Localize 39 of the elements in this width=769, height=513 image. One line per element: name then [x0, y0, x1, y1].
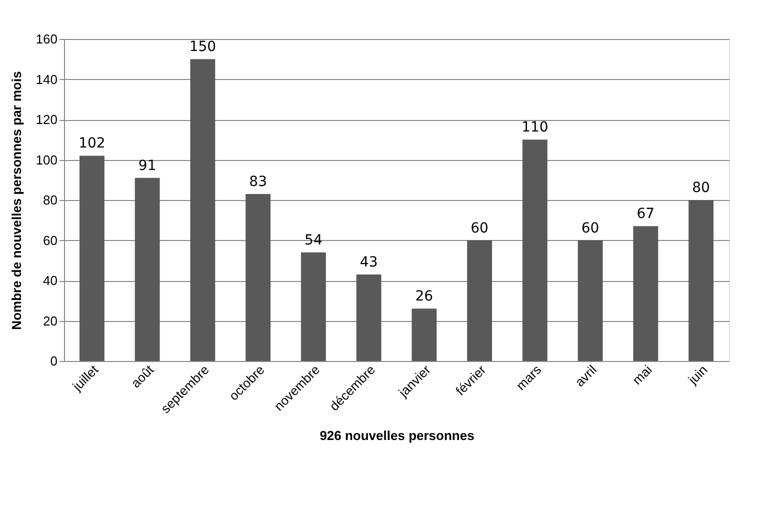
data-label: 110 [522, 120, 548, 136]
data-label: 26 [415, 288, 434, 305]
data-label: 91 [138, 158, 156, 174]
bar [578, 240, 603, 361]
y-tick-label: 80 [43, 192, 58, 208]
bar [246, 194, 271, 361]
y-tick-label: 100 [36, 152, 58, 168]
data-label: 67 [636, 206, 655, 222]
y-tick-label: 0 [50, 354, 58, 368]
x-tick-label: avril [572, 362, 600, 390]
x-axis-title: 926 nouvelles personnes [320, 428, 474, 444]
data-label: 60 [470, 220, 488, 236]
x-tick-label: mai [629, 362, 655, 388]
y-tick-label: 60 [43, 232, 58, 248]
y-tick-label: 160 [36, 32, 58, 46]
data-label: 80 [692, 180, 710, 196]
data-label: 150 [189, 39, 216, 56]
y-tick-label: 140 [36, 72, 58, 87]
data-label: 83 [249, 174, 267, 190]
bar [688, 200, 714, 361]
x-tick-label: août [128, 362, 157, 391]
bar [412, 308, 437, 361]
bar [134, 178, 160, 361]
data-label: 60 [581, 220, 600, 236]
bar [633, 226, 658, 361]
bar [190, 59, 216, 361]
data-label: 43 [360, 254, 378, 270]
bar [356, 274, 382, 361]
data-label: 54 [304, 232, 322, 248]
data-label: 102 [78, 136, 106, 152]
y-axis-title: Nombre de nouvelles personnes par mois [8, 71, 24, 330]
bar [300, 252, 326, 361]
y-tick-label: 40 [43, 273, 58, 288]
y-tick-label: 120 [36, 112, 58, 127]
bar [467, 240, 492, 361]
bar [522, 140, 548, 361]
y-tick-label: 20 [43, 313, 58, 328]
x-tick-label: juin [684, 362, 710, 388]
bar [80, 156, 104, 361]
